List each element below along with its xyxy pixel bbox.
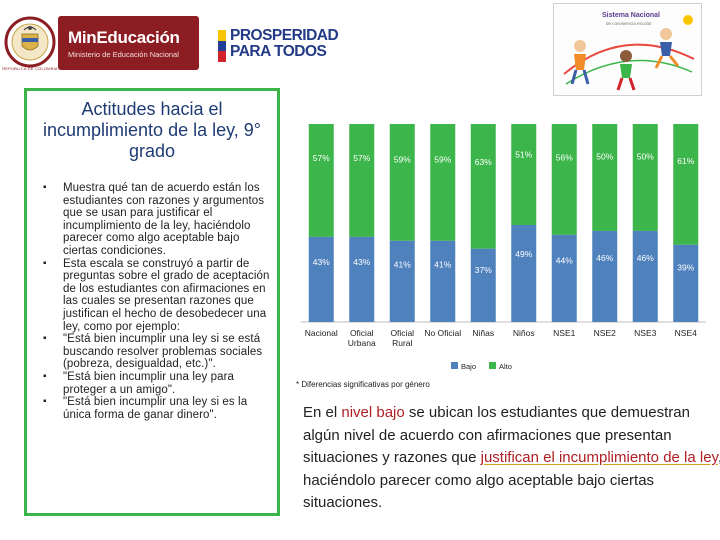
- category-label: Niñas: [472, 328, 494, 338]
- prosperidad-text: PROSPERIDAD PARA TODOS: [230, 27, 339, 60]
- data-label-alto: 51%: [515, 149, 532, 159]
- bar-bajo: [511, 224, 537, 322]
- para-text: se ubican los estudiantes que demuestran…: [303, 404, 690, 466]
- data-label-bajo: 43%: [353, 257, 370, 267]
- bullet-marker: ▪: [43, 396, 47, 408]
- para-text: En el: [303, 404, 342, 421]
- note-text: Diferencias significativas por género: [301, 380, 430, 389]
- significance-note: * Diferencias significativas por género: [296, 380, 430, 389]
- bar-alto: [632, 124, 658, 231]
- bullet-text: "Está bien incumplir una ley si se está …: [63, 333, 263, 371]
- colombia-seal-logo: REPÚBLICA DE COLOMBIA: [2, 14, 58, 76]
- seal-text: REPÚBLICA DE COLOMBIA: [2, 66, 58, 71]
- category-label: Urbana: [348, 338, 376, 348]
- data-label-bajo: 39%: [677, 262, 694, 272]
- data-label-alto: 59%: [394, 155, 411, 165]
- bar-bajo: [470, 248, 496, 322]
- bar-alto: [511, 124, 537, 225]
- bullet-item: ▪ "Está bien incumplir una ley si es la ú…: [41, 396, 273, 421]
- para-highlight-nivel-bajo: nivel bajo: [341, 404, 405, 421]
- bar-alto: [430, 124, 456, 241]
- data-label-alto: 50%: [596, 151, 613, 161]
- bullet-marker: ▪: [43, 370, 47, 382]
- category-label: NSE3: [634, 328, 656, 338]
- data-label-alto: 59%: [434, 155, 451, 165]
- data-label-alto: 56%: [556, 153, 573, 163]
- data-label-alto: 57%: [313, 153, 330, 163]
- bullet-text: Esta escala se construyó a partir de pre…: [63, 257, 270, 333]
- bar-alto: [308, 124, 334, 237]
- sn-subtitle: de convivencia escolar: [606, 21, 652, 26]
- legend-swatch-bajo: [451, 362, 458, 369]
- ministry-subtitle: Ministerio de Educación Nacional: [68, 50, 179, 59]
- category-label: Oficial: [350, 328, 374, 338]
- data-label-bajo: 37%: [475, 265, 492, 275]
- category-label: NSE1: [553, 328, 575, 338]
- bar-bajo: [349, 236, 375, 322]
- legend-label-bajo: Bajo: [461, 362, 476, 371]
- bar-bajo: [430, 240, 456, 322]
- category-label: No Oficial: [424, 328, 461, 338]
- legend-swatch-alto: [489, 362, 496, 369]
- bullet-text: "Está bien incumplir una ley si es la ún…: [63, 396, 248, 421]
- bullet-text: Muestra qué tan de acuerdo están los est…: [63, 182, 265, 257]
- ministry-name: MinEducación: [68, 28, 180, 47]
- data-label-bajo: 41%: [394, 260, 411, 270]
- bullet-item: ▪ "Está bien incumplir una ley si se está…: [41, 333, 273, 371]
- bar-alto: [551, 124, 577, 235]
- slogan-line2: PARA TODOS: [230, 43, 327, 60]
- mineducacion-logo: MinEducación Ministerio de Educación Nac…: [58, 16, 199, 70]
- data-label-bajo: 43%: [313, 257, 330, 267]
- data-label-bajo: 41%: [434, 260, 451, 270]
- flag-stripe-icon: [218, 30, 226, 62]
- category-label: Nacional: [305, 328, 338, 338]
- sn-title: Sistema Nacional: [602, 12, 660, 19]
- para-text: , haciéndolo parecer como algo aceptable…: [303, 449, 720, 511]
- bar-alto: [673, 124, 699, 245]
- bar-bajo: [308, 236, 334, 322]
- stacked-bar-chart: 57%43%Nacional57%43%OficialUrbana59%41%O…: [301, 124, 706, 371]
- bullet-list: ▪ Muestra qué tan de acuerdo están los es…: [41, 182, 273, 421]
- bullet-marker: ▪: [43, 182, 47, 193]
- bullet-item: ▪ Esta escala se construyó a partir de pr…: [41, 258, 273, 334]
- bullet-item: ▪ "Está bien incumplir una ley para prot…: [41, 371, 273, 396]
- bar-alto: [349, 124, 375, 237]
- category-label: Oficial: [390, 328, 414, 338]
- children-playing-illustration: [563, 15, 695, 91]
- note-asterisk: *: [296, 380, 300, 389]
- data-label-alto: 50%: [637, 151, 654, 161]
- data-label-bajo: 49%: [515, 249, 532, 259]
- data-label-bajo: 46%: [596, 253, 613, 263]
- slogan-line1: PROSPERIDAD: [230, 27, 339, 44]
- bar-bajo: [551, 234, 577, 322]
- para-highlight-justifican: justifican el incumplimiento de la ley: [480, 449, 718, 466]
- data-label-alto: 61%: [677, 156, 694, 166]
- bullet-marker: ▪: [43, 333, 47, 345]
- bar-bajo: [592, 230, 618, 322]
- bar-bajo: [673, 244, 699, 322]
- legend-label-alto: Alto: [499, 362, 512, 371]
- bullet-marker: ▪: [43, 257, 47, 269]
- category-label: Niños: [513, 328, 535, 338]
- data-label-bajo: 46%: [637, 253, 654, 263]
- category-label: NSE4: [675, 328, 697, 338]
- bar-bajo: [632, 230, 658, 322]
- description-panel: Actitudes hacia el incumplimiento de la …: [24, 88, 280, 516]
- explanation-paragraph: En el nivel bajo se ubican los estudiant…: [303, 402, 720, 515]
- data-label-alto: 57%: [353, 153, 370, 163]
- prosperidad-logo: PROSPERIDAD PARA TODOS: [218, 28, 348, 64]
- bar-alto: [470, 124, 496, 249]
- bar-alto: [592, 124, 618, 231]
- panel-title: Actitudes hacia el incumplimiento de la …: [43, 99, 261, 161]
- bullet-text: "Está bien incumplir una ley para proteg…: [63, 370, 235, 396]
- data-label-bajo: 44%: [556, 256, 573, 266]
- bar-bajo: [389, 240, 415, 322]
- bar-alto: [389, 124, 415, 241]
- data-label-alto: 63%: [475, 157, 492, 167]
- category-label: NSE2: [594, 328, 616, 338]
- bullet-item: ▪ Muestra qué tan de acuerdo están los es…: [41, 182, 273, 258]
- sistema-nacional-logo: Sistema Nacional de convivencia escolar: [553, 3, 702, 96]
- category-label: Rural: [392, 338, 412, 348]
